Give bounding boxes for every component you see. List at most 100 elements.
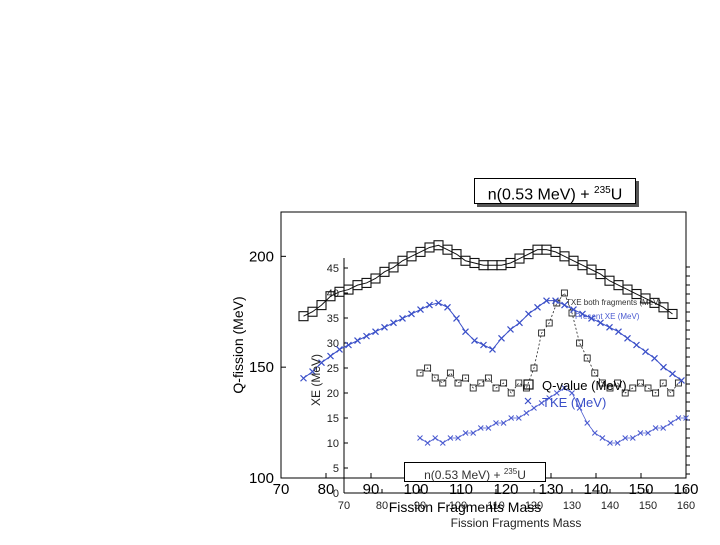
inset-x-point <box>645 430 651 436</box>
main-x-tick-label: 70 <box>273 481 290 498</box>
inset-legend-label: TXE both fragments (MeV) <box>566 298 661 307</box>
inset-square-point <box>560 289 568 297</box>
inset-title-superscript: 235 <box>503 467 518 476</box>
inset-x-point <box>439 440 446 446</box>
title-prefix: n(0.53 MeV) + <box>487 186 595 204</box>
legend-label-tke: TKE (MeV) <box>542 395 606 410</box>
tke-point <box>318 359 325 367</box>
inset-square-point <box>606 384 614 392</box>
q-value-point <box>307 306 318 317</box>
inset-x-tick-label: 100 <box>449 500 467 512</box>
tke-point <box>561 301 568 309</box>
tke-point <box>525 310 532 318</box>
tke-point <box>570 306 577 313</box>
inset-x-point <box>614 440 621 446</box>
inset-x-point <box>660 425 667 431</box>
inset-x-point <box>432 435 439 441</box>
legend-marker-tke <box>524 397 532 405</box>
inset-square-point <box>492 384 500 392</box>
inset-x-point <box>455 435 461 441</box>
q-value-point <box>658 302 669 313</box>
tke-point <box>300 374 307 382</box>
inset-y-tick-label: 45 <box>327 263 339 275</box>
chart-title: n(0.53 MeV) + 235U <box>474 178 636 204</box>
tke-point <box>534 303 541 311</box>
inset-x-point <box>667 420 674 426</box>
inset-square-point <box>446 369 454 377</box>
tke-point <box>579 310 586 318</box>
inset-x-tick-label: 160 <box>677 500 695 512</box>
tke-point <box>633 341 640 349</box>
main-x-tick-label: 140 <box>583 481 608 498</box>
inset-x-tick-label: 80 <box>376 500 388 512</box>
tke-point <box>543 297 550 305</box>
inset-x-point <box>523 410 530 416</box>
inset-x-point <box>561 385 568 391</box>
tke-point <box>390 319 397 327</box>
tke-point <box>642 348 649 356</box>
inset-square-point <box>424 364 432 372</box>
tke-point <box>462 328 469 336</box>
inset-square-point <box>416 369 424 377</box>
inset-chart: 70 80 90 100 110 120 130 140 150 1600510152025303… <box>327 263 695 512</box>
inset-legend-label: Present XE (MeV) <box>575 312 640 321</box>
inset-square-point <box>636 379 644 387</box>
title-superscript: 235 <box>594 185 611 196</box>
legend-marker-q-value <box>523 379 534 390</box>
inset-x-point <box>607 440 613 446</box>
tke-point <box>408 310 415 318</box>
inset-x-point <box>447 435 454 441</box>
inset-square-point <box>462 374 470 382</box>
main-x-tick-label: 160 <box>673 481 698 498</box>
q-value-point <box>388 262 399 273</box>
q-value-point <box>451 249 462 260</box>
inset-x-point <box>417 435 423 441</box>
inset-x-tick-label: 120 <box>525 500 543 512</box>
inset-square-point <box>591 369 599 377</box>
inset-x-point <box>652 425 659 431</box>
q-value-point <box>370 273 381 284</box>
inset-x-point <box>462 430 469 436</box>
main-x-tick-label: 130 <box>538 481 563 498</box>
inset-x-tick-label: 90 <box>414 500 426 512</box>
inset-x-point <box>629 435 636 441</box>
tke-point <box>372 328 379 336</box>
inset-x-tick-label: 110 <box>487 500 505 512</box>
inset-x-point <box>477 425 484 431</box>
inset-x-point <box>485 425 492 431</box>
inset-x-point <box>584 420 591 426</box>
inset-square-point <box>644 384 652 392</box>
tke-point <box>651 354 658 362</box>
inset-y-tick-label: 10 <box>327 438 339 450</box>
inset-y-tick-label: 5 <box>333 463 339 475</box>
tke-point <box>444 303 451 311</box>
inset-x-tick-label: 140 <box>601 500 619 512</box>
title-element: U <box>610 186 623 204</box>
tke-point <box>327 352 334 360</box>
tke-point <box>597 319 604 327</box>
tke-point <box>678 377 685 384</box>
main-x-tick-label: 120 <box>493 481 518 498</box>
tke-point <box>354 337 361 344</box>
inset-square-point <box>652 389 660 397</box>
axis-labels: Q-fission (MeV) XE (MeV) Fission Fragments… <box>230 296 581 530</box>
tke-point <box>552 297 559 305</box>
main-x-tick-label: 100 <box>403 481 428 498</box>
inset-square-point <box>538 329 546 337</box>
tke-point <box>426 301 433 309</box>
inset-y-tick-label: 15 <box>327 413 339 425</box>
inset-y-tick-label: 20 <box>327 388 339 400</box>
inset-title-prefix: n(0.53 MeV) + <box>424 468 504 482</box>
inset-x-point <box>515 415 522 421</box>
tke-point <box>516 319 523 327</box>
tke-point <box>669 370 676 378</box>
inset-square-point <box>469 384 477 392</box>
inset-x-tick-label: 70 <box>338 500 350 512</box>
inset-square-point <box>515 379 523 387</box>
inset-square-point <box>629 384 637 392</box>
inset-square-point <box>576 339 584 347</box>
main-x-axis-label: Fission Fragments Mass <box>389 499 541 515</box>
inset-x-tick-label: 150 <box>639 500 657 512</box>
inset-square-point <box>659 379 667 387</box>
